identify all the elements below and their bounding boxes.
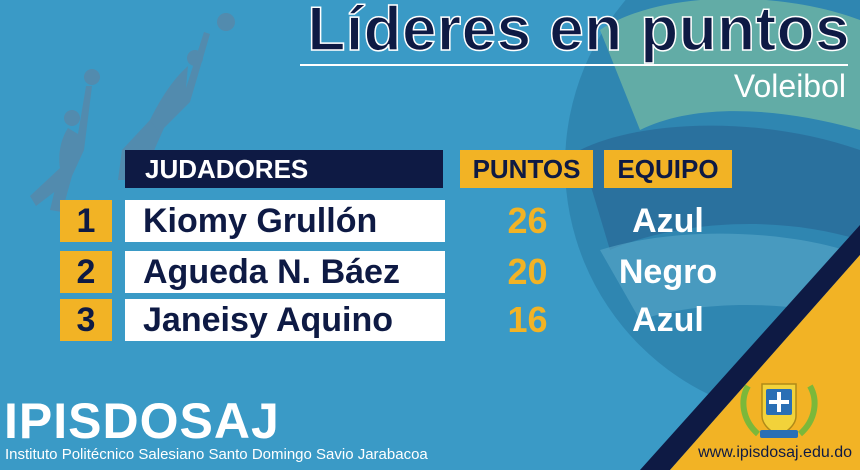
player-name: Agueda N. Báez [125, 251, 445, 293]
rank-badge: 3 [60, 299, 112, 341]
table-row: 1 Kiomy Grullón 26 Azul [0, 200, 860, 242]
player-team: Azul [632, 202, 704, 240]
player-name: Kiomy Grullón [125, 200, 445, 242]
rank-badge: 2 [60, 251, 112, 293]
school-brand: IPISDOSAJ [4, 393, 280, 449]
column-header-points: PUNTOS [460, 150, 593, 188]
website-link[interactable]: www.ipisdosaj.edu.do [698, 444, 852, 461]
school-crest-emblem-icon [740, 383, 818, 438]
volleyball-players-silhouette-icon [30, 13, 235, 212]
player-points: 16 [507, 299, 548, 340]
player-name: Janeisy Aquino [125, 299, 445, 341]
title-underline [300, 64, 848, 66]
sport-subtitle: Voleibol [733, 68, 846, 104]
player-team: Negro [618, 253, 718, 291]
column-header-team: EQUIPO [604, 150, 732, 188]
player-team: Azul [632, 301, 704, 339]
column-header-players: JUDADORES [125, 150, 443, 188]
table-row: 3 Janeisy Aquino 16 Azul [0, 299, 860, 341]
table-row: 2 Agueda N. Báez 20 Negro [0, 251, 860, 293]
player-points: 26 [507, 200, 548, 241]
institution-name: Instituto Politécnico Salesiano Santo Do… [5, 446, 428, 463]
player-points: 20 [507, 251, 548, 292]
rank-badge: 1 [60, 200, 112, 242]
page-title: Líderes en puntos [307, 0, 850, 65]
